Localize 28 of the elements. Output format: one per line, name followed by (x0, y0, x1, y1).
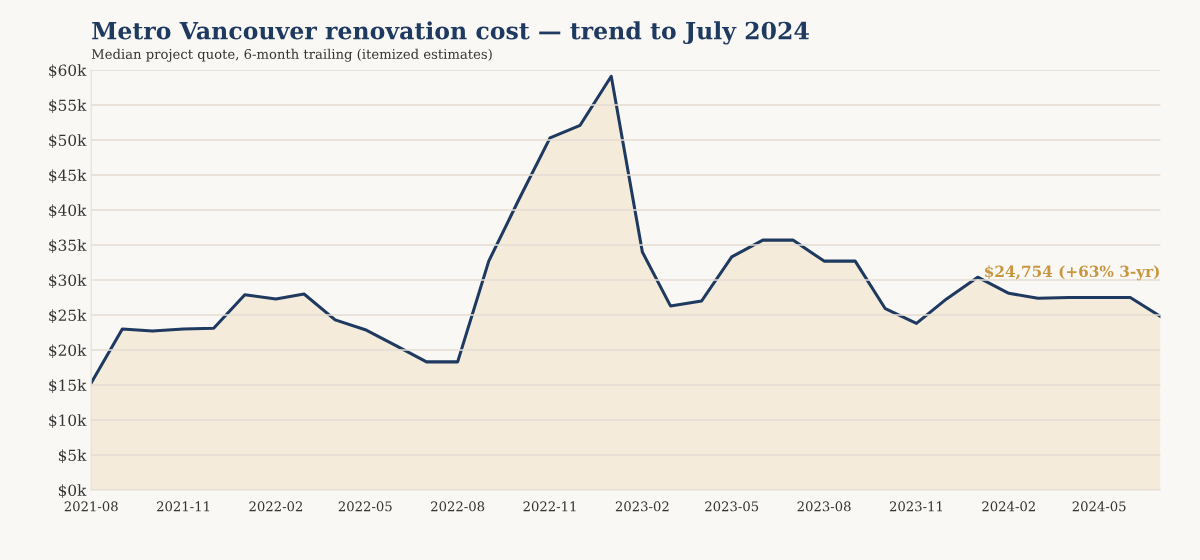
x-tick-label: 2022-02 (249, 501, 303, 512)
x-tick-label: 2023-11 (889, 501, 942, 512)
y-tick-label: $40k (49, 204, 87, 219)
x-tick-label: 2023-05 (705, 501, 759, 512)
y-tick-label: $45k (49, 169, 87, 184)
y-tick-label: $60k (49, 64, 87, 79)
y-tick-label: $10k (49, 414, 87, 429)
x-tick-label: 2021-08 (64, 501, 118, 512)
x-tick-label: 2021-11 (157, 501, 210, 512)
y-tick-label: $30k (49, 274, 87, 289)
x-tick-label: 2022-05 (338, 501, 392, 512)
y-tick-label: $15k (49, 379, 87, 394)
chart-title: Metro Vancouver renovation cost — trend to July 2024 (92, 21, 809, 45)
annotation: $24,754 (+63% 3-yr) (985, 265, 1159, 281)
x-tick-label: 2022-08 (431, 501, 485, 512)
y-tick-label: $50k (49, 134, 87, 149)
y-tick-label: $25k (49, 309, 87, 324)
x-tick-label: 2024-02 (982, 501, 1035, 512)
y-tick-label: $0k (58, 484, 87, 499)
x-tick-label: 2022-11 (523, 501, 576, 512)
y-tick-label: $55k (49, 99, 87, 114)
x-tick-label: 2023-02 (615, 501, 669, 512)
x-tick-label: 2023-08 (797, 501, 851, 512)
chart-subtitle: Median project quote, 6-month trailing (itemized estimates) (91, 48, 492, 62)
y-tick-label: $20k (49, 344, 87, 359)
x-tick-label: 2024-05 (1072, 501, 1126, 512)
y-tick-label: $5k (58, 449, 87, 464)
y-tick-label: $35k (49, 239, 87, 254)
